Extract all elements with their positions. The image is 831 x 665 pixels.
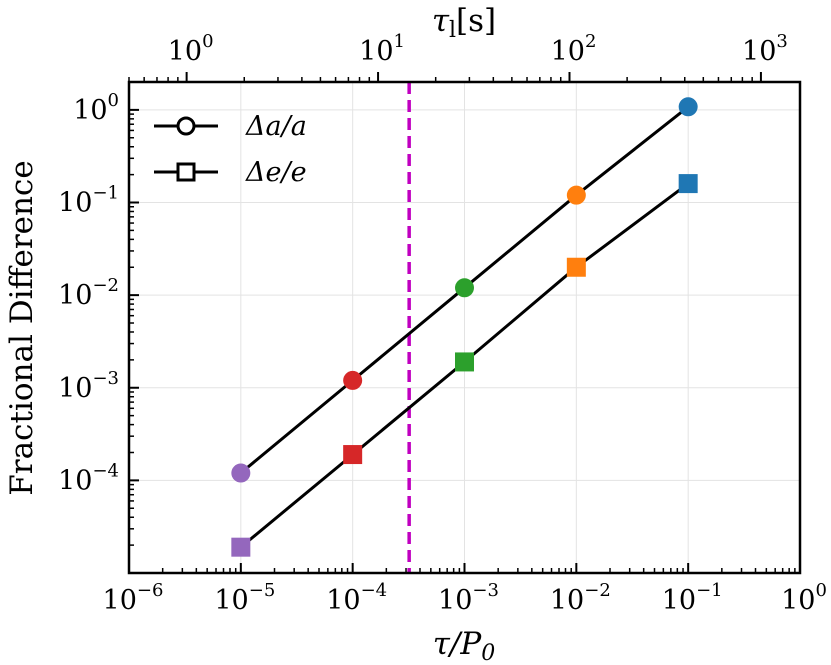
data-point-square [566, 257, 586, 277]
x-tick-label: 10−5 [214, 580, 275, 616]
legend-marker-circle [176, 116, 196, 136]
data-point-circle [678, 97, 698, 117]
plot-frame [127, 80, 802, 575]
tick-labels: 10−6 10−5 10−4 10−3 10−2 10−1 100 10−4 10−3 10−2 1… [58, 31, 827, 616]
grid [129, 82, 800, 573]
top-tick-label: 100 [168, 31, 214, 67]
x-tick-label: 10−3 [438, 580, 499, 616]
markers [231, 97, 698, 557]
data-point-circle [566, 185, 586, 205]
legend: Δa/a Δe/e [154, 111, 307, 188]
x-tick-label: 10−6 [103, 580, 164, 616]
y-tick-label: 10−4 [58, 460, 119, 496]
top-tick-label: 102 [551, 31, 597, 67]
y-tick-label: 100 [73, 90, 119, 126]
data-point-square [678, 174, 698, 194]
data-point-circle [455, 278, 474, 298]
top-tick-label: 101 [359, 31, 405, 67]
legend-label: Δa/a [245, 111, 307, 142]
y-tick-label: 10−3 [58, 368, 119, 404]
y-tick-label: 10−1 [58, 183, 119, 219]
y-axis-title: Fractional Difference [4, 160, 40, 495]
x-tick-label: 10−1 [662, 580, 723, 616]
data-point-circle [343, 370, 363, 390]
x-axis-title: τ/P0 [433, 626, 495, 665]
x-tick-label: 10−2 [550, 580, 611, 616]
y-tick-label: 10−2 [58, 275, 119, 311]
major-ticks [128, 72, 801, 573]
top-tick-label: 103 [742, 31, 788, 67]
data-point-square [343, 445, 363, 465]
x-tick-label: 100 [781, 580, 827, 616]
data-point-circle [231, 463, 251, 483]
data-point-square [231, 537, 251, 557]
data-point-square [455, 352, 474, 372]
x-tick-label: 10−4 [326, 580, 387, 616]
top-axis-title: τl[s] [432, 3, 496, 43]
legend-marker-square [176, 162, 196, 182]
minor-ticks [128, 77, 796, 573]
legend-label: Δe/e [245, 157, 307, 188]
